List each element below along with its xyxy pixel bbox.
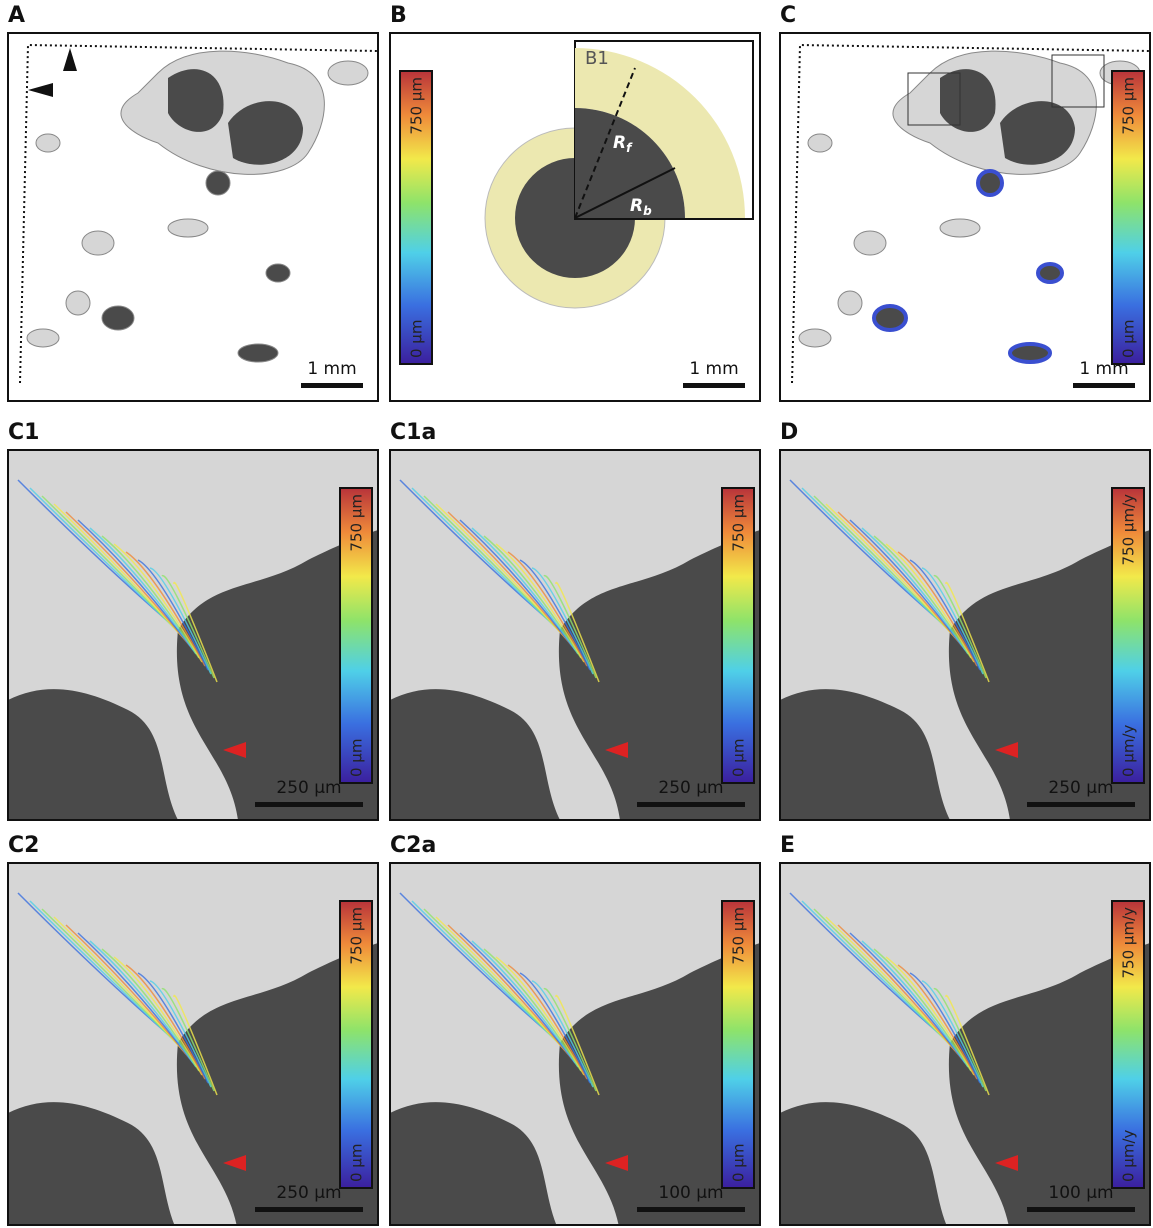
colorbar-max-label: 750 µm	[1120, 77, 1138, 135]
patch	[940, 219, 980, 237]
radius-symbol: R	[613, 133, 626, 153]
patch	[168, 219, 208, 237]
panel-label: E	[780, 833, 795, 858]
patch	[82, 231, 114, 255]
panel	[8, 863, 378, 1228]
scale-bar	[301, 383, 363, 388]
colorbar-max-label: 750 µm/y	[1120, 494, 1138, 566]
panel	[8, 33, 378, 401]
panel-label: C2a	[390, 833, 436, 858]
colorbar-max-label: 750 µm	[348, 907, 366, 965]
patch	[838, 291, 862, 315]
patch	[36, 134, 60, 152]
panel	[780, 33, 1150, 401]
patch	[238, 344, 278, 362]
colorbar-min-label: 0 µm	[730, 1144, 748, 1182]
patch	[874, 306, 906, 330]
patch	[799, 329, 831, 347]
panel-label: C2	[8, 833, 39, 858]
colorbar-min-label: 0 µm	[1120, 320, 1138, 358]
colorbar-min-label: 0 µm	[348, 739, 366, 777]
colorbar-min-label: 0 µm/y	[1120, 724, 1138, 777]
patch	[808, 134, 832, 152]
colorbar-min-label: 0 µm	[348, 1144, 366, 1182]
patch	[102, 306, 134, 330]
colorbar-min-label: 0 µm	[730, 739, 748, 777]
colorbar-max-label: 750 µm	[730, 494, 748, 552]
patch	[854, 231, 886, 255]
figure: A1 mmBB1RfRb750 µm0 µm1 mmC750 µm0 µm1 m…	[0, 0, 1153, 1228]
scale-bar	[683, 383, 745, 388]
scale-bar	[637, 802, 745, 807]
panel-label: D	[780, 420, 798, 445]
scale-bar-label: 1 mm	[689, 359, 738, 379]
dark-region	[168, 69, 224, 132]
inset-label: B1	[585, 48, 609, 69]
scale-bar	[1027, 1207, 1135, 1212]
colorbar-max-label: 750 µm	[408, 77, 426, 135]
scale-bar-label: 100 µm	[658, 1183, 723, 1203]
patch	[266, 264, 290, 282]
panel-label: C	[780, 3, 796, 28]
patch	[206, 171, 230, 195]
scale-bar-label: 1 mm	[307, 359, 356, 379]
panel	[780, 863, 1150, 1228]
panel	[780, 450, 1150, 820]
panel	[390, 450, 760, 820]
panel	[390, 863, 760, 1228]
scale-bar-label: 250 µm	[1048, 778, 1113, 798]
colorbar-max-label: 750 µm/y	[1120, 907, 1138, 979]
scale-bar	[255, 802, 363, 807]
scale-bar-label: 100 µm	[1048, 1183, 1113, 1203]
patch	[66, 291, 90, 315]
colorbar-min-label: 0 µm/y	[1120, 1129, 1138, 1182]
dark-region	[940, 69, 996, 132]
colorbar-max-label: 750 µm	[348, 494, 366, 552]
panel-label: C1	[8, 420, 39, 445]
scale-bar-label: 250 µm	[276, 1183, 341, 1203]
patch	[1038, 264, 1062, 282]
patch	[328, 61, 368, 85]
patch	[978, 171, 1002, 195]
colorbar-min-label: 0 µm	[408, 320, 426, 358]
scale-bar	[1073, 383, 1135, 388]
scale-bar-label: 250 µm	[658, 778, 723, 798]
scale-bar	[255, 1207, 363, 1212]
colorbar-max-label: 750 µm	[730, 907, 748, 965]
panel-label: C1a	[390, 420, 436, 445]
patch	[1010, 344, 1050, 362]
radius-subscript: b	[643, 204, 652, 218]
scale-bar	[1027, 802, 1135, 807]
panel-label: A	[8, 3, 25, 28]
patch	[27, 329, 59, 347]
radius-symbol: R	[630, 196, 643, 216]
scale-bar-label: 1 mm	[1079, 359, 1128, 379]
panel	[8, 450, 378, 820]
scale-bar	[637, 1207, 745, 1212]
scale-bar-label: 250 µm	[276, 778, 341, 798]
panel-label: B	[390, 3, 407, 28]
